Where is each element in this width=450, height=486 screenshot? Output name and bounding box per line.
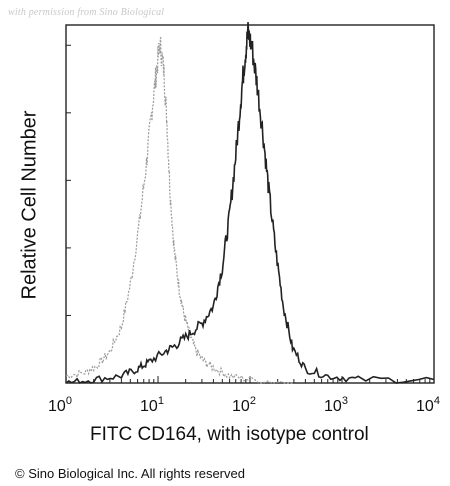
x-tick-label: 102	[232, 395, 256, 415]
x-tick-label: 100	[48, 395, 72, 415]
x-tick-label: 101	[140, 395, 164, 415]
x-axis-label: FITC CD164, with isotype control	[90, 424, 369, 445]
x-tick-labels: 100 101 102 103 104	[48, 395, 440, 415]
x-tick-label: 103	[324, 395, 348, 415]
cd164-histogram-line	[65, 22, 435, 385]
watermark: with permission from Sino Biological	[8, 7, 165, 18]
x-tick-label: 104	[416, 395, 440, 415]
copyright-notice: © Sino Biological Inc. All rights reserv…	[15, 466, 245, 481]
axis-ticks	[65, 44, 435, 383]
plot-frame	[65, 24, 435, 384]
y-axis-label: Relative Cell Number	[18, 110, 41, 300]
histogram-curves	[65, 22, 435, 385]
isotype-control-line	[65, 36, 294, 384]
